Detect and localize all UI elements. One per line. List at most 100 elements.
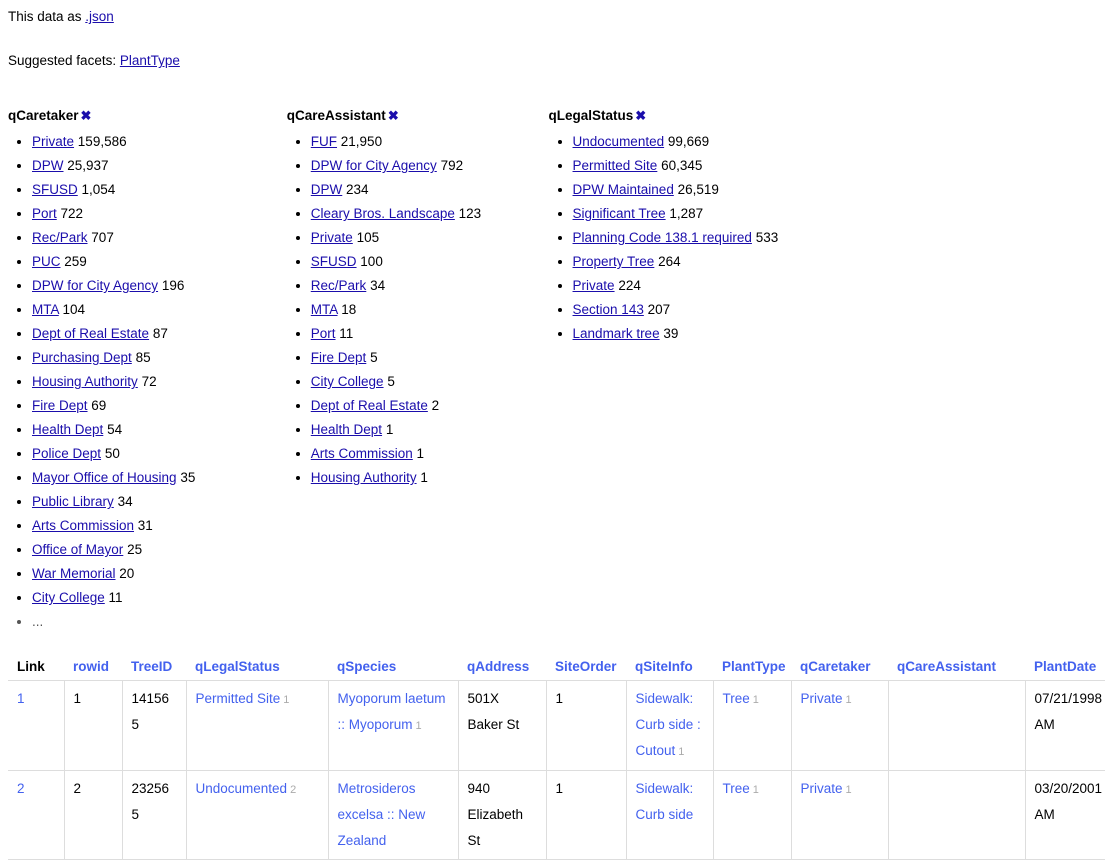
facet-value-link[interactable]: Private [573,278,615,293]
remove-facet-icon[interactable]: ✖ [635,108,646,123]
facet-value-link[interactable]: Cleary Bros. Landscape [311,206,455,221]
facet-value-link[interactable]: DPW Maintained [573,182,674,197]
column-header-label[interactable]: qCareAssistant [897,659,996,674]
cell-value[interactable]: Permitted Site [196,691,281,706]
facet-value-link[interactable]: SFUSD [311,254,357,269]
cell-value[interactable]: Private [801,781,843,796]
facet-value-link[interactable]: Property Tree [573,254,655,269]
facet-value-link[interactable]: Health Dept [311,422,382,437]
facet-title-qlegalstatus: qLegalStatus✖ [549,107,849,125]
suggested-facet-planttype-link[interactable]: PlantType [120,53,180,68]
cell-link[interactable]: 1 [8,681,64,771]
column-header-rowid[interactable]: rowid [64,655,122,681]
list-item: DPW Maintained 26,519 [573,178,849,202]
column-header-label[interactable]: qSiteInfo [635,659,693,674]
facet-value-link[interactable]: MTA [311,302,338,317]
facet-value-link[interactable]: SFUSD [32,182,78,197]
facet-results: qCaretaker✖ Private 159,586 DPW 25,937 S… [8,107,1105,634]
list-item: City College 11 [32,586,283,610]
facet-value-link[interactable]: Port [311,326,336,341]
facet-value-link[interactable]: Housing Authority [32,374,138,389]
cell-value[interactable]: Sidewalk: Curb side : Cutout [636,691,701,758]
facet-value-link[interactable]: Fire Dept [311,350,367,365]
cell-value[interactable]: Metrosideros excelsa :: New Zealand [338,781,426,848]
row-link[interactable]: 1 [17,691,25,706]
cell-value[interactable]: Myoporum laetum :: Myoporum [338,691,446,732]
cell-value[interactable]: Undocumented [196,781,288,796]
facet-value-link[interactable]: Landmark tree [573,326,660,341]
facet-value-link[interactable]: Section 143 [573,302,644,317]
facet-value-link[interactable]: Public Library [32,494,114,509]
cell-value[interactable]: Sidewalk: Curb side [636,781,694,822]
column-header-planttype[interactable]: PlantType [713,655,791,681]
facet-value-link[interactable]: DPW for City Agency [32,278,158,293]
column-header-label[interactable]: qAddress [467,659,529,674]
cell-value[interactable]: Tree [723,691,750,706]
column-header-qaddress[interactable]: qAddress [458,655,546,681]
facet-more-ellipsis[interactable]: ... [32,610,283,634]
column-header-siteorder[interactable]: SiteOrder [546,655,626,681]
column-header-treeid[interactable]: TreeID [122,655,186,681]
facet-value-link[interactable]: Mayor Office of Housing [32,470,177,485]
column-header-qlegalstatus[interactable]: qLegalStatus [186,655,328,681]
facet-value-link[interactable]: Health Dept [32,422,103,437]
list-item: Dept of Real Estate 2 [311,394,545,418]
facet-value-link[interactable]: Purchasing Dept [32,350,132,365]
list-item: Mayor Office of Housing 35 [32,466,283,490]
facet-value-link[interactable]: Planning Code 138.1 required [573,230,752,245]
column-header-qcareassistant[interactable]: qCareAssistant [888,655,1025,681]
remove-facet-icon[interactable]: ✖ [81,108,92,123]
column-header-label[interactable]: qCaretaker [800,659,871,674]
column-header-label[interactable]: SiteOrder [555,659,617,674]
column-header-label[interactable]: qSpecies [337,659,396,674]
facet-value-link[interactable]: MTA [32,302,59,317]
facet-value-link[interactable]: War Memorial [32,566,116,581]
facet-count: 159,586 [78,134,127,149]
column-header-label[interactable]: PlantDate [1034,659,1096,674]
facet-value-link[interactable]: Undocumented [573,134,665,149]
cell-facet-count: 1 [416,720,422,732]
facet-value-link[interactable]: Rec/Park [311,278,367,293]
column-header-label[interactable]: rowid [73,659,109,674]
column-header-label[interactable]: PlantType [722,659,786,674]
column-header-qspecies[interactable]: qSpecies [328,655,458,681]
row-link[interactable]: 2 [17,781,25,796]
remove-facet-icon[interactable]: ✖ [388,108,399,123]
cell-value: 232565 [132,781,170,822]
facet-value-link[interactable]: Rec/Park [32,230,88,245]
cell-link[interactable]: 2 [8,771,64,860]
cell-qaddress: 501X Baker St [458,681,546,771]
facet-value-link[interactable]: Office of Mayor [32,542,123,557]
facet-value-link[interactable]: Port [32,206,57,221]
facet-value-link[interactable]: DPW [311,182,343,197]
facet-value-link[interactable]: Dept of Real Estate [32,326,149,341]
facet-value-link[interactable]: PUC [32,254,61,269]
facet-value-link[interactable]: Fire Dept [32,398,88,413]
column-header-plantdate[interactable]: PlantDate [1025,655,1105,681]
column-header-qsiteinfo[interactable]: qSiteInfo [626,655,713,681]
column-header-qcaretaker[interactable]: qCaretaker [791,655,888,681]
facet-value-link[interactable]: City College [311,374,384,389]
cell-value[interactable]: Tree [723,781,750,796]
list-item: Office of Mayor 25 [32,538,283,562]
facet-value-link[interactable]: Private [32,134,74,149]
export-json-link[interactable]: .json [85,9,114,24]
facet-value-link[interactable]: Housing Authority [311,470,417,485]
facet-value-link[interactable]: Police Dept [32,446,101,461]
column-header-label[interactable]: TreeID [131,659,172,674]
facet-value-link[interactable]: Significant Tree [573,206,666,221]
column-header-label[interactable]: qLegalStatus [195,659,280,674]
cell-value[interactable]: Private [801,691,843,706]
results-table-wrapper[interactable]: Link rowid TreeID qLegalStatus qSpecies … [8,655,1105,860]
facet-value-link[interactable]: City College [32,590,105,605]
facet-value-link[interactable]: DPW for City Agency [311,158,437,173]
facet-value-link[interactable]: Dept of Real Estate [311,398,428,413]
facet-value-link[interactable]: Private [311,230,353,245]
facet-value-link[interactable]: FUF [311,134,337,149]
facet-value-link[interactable]: Permitted Site [573,158,658,173]
facet-value-link[interactable]: DPW [32,158,64,173]
facet-value-link[interactable]: Arts Commission [311,446,413,461]
facet-value-link[interactable]: Arts Commission [32,518,134,533]
